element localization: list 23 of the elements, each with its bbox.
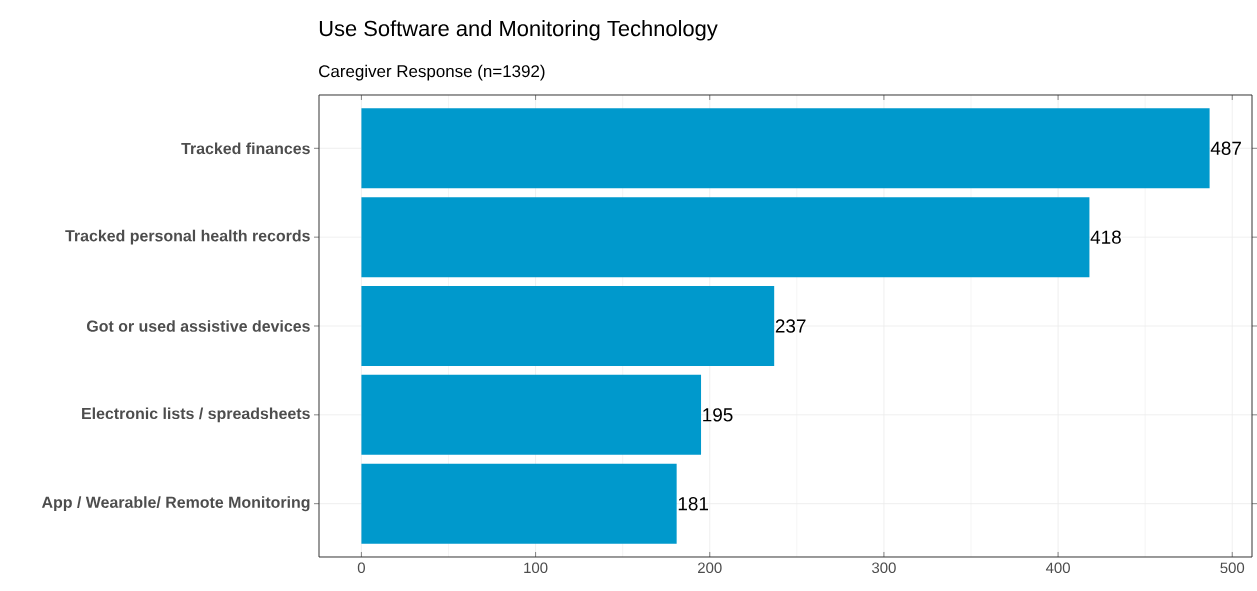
bar	[361, 197, 1090, 278]
x-tick-label: 500	[1220, 562, 1245, 574]
data-label: 237	[775, 319, 806, 333]
chart-title: Use Software and Monitoring Technology	[319, 20, 718, 41]
data-label: 487	[1210, 141, 1241, 156]
y-tick-label: Got or used assistive devices	[86, 320, 310, 332]
x-tick-label: 200	[698, 562, 722, 574]
y-tick-label: Tracked personal health records	[65, 229, 310, 245]
y-tick-label: App / Wearable/ Remote Monitoring	[41, 496, 310, 512]
x-tick-label: 300	[872, 562, 896, 574]
x-tick-label: 100	[524, 562, 548, 574]
bar	[361, 108, 1210, 189]
bar	[361, 463, 677, 544]
bar	[361, 286, 775, 366]
x-tick-label: 0	[357, 562, 365, 574]
chart-subtitle: Caregiver Response (n=1392)	[319, 64, 545, 81]
data-label: 418	[1090, 230, 1121, 244]
x-tick-label: 400	[1045, 562, 1070, 574]
y-tick-label: Electronic lists / spreadsheets	[82, 407, 310, 423]
bar	[361, 374, 702, 455]
data-label: 181	[678, 496, 708, 511]
data-label: 195	[703, 408, 733, 422]
y-tick-label: Tracked finances	[181, 142, 310, 155]
